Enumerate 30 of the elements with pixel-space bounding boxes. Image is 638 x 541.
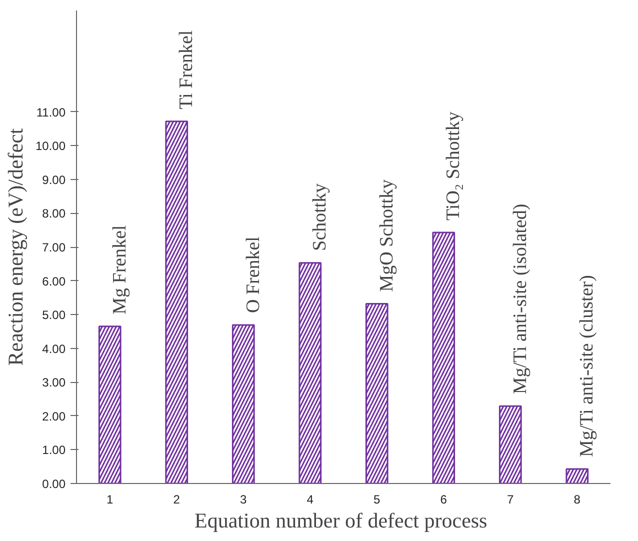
annotation: O Frenkel bbox=[242, 236, 264, 314]
annotation: Ti Frenkel bbox=[176, 30, 198, 110]
annotation: MgO Schottky bbox=[376, 178, 398, 292]
annotation: Schottky bbox=[310, 182, 331, 251]
y-tick-label: 7.00 bbox=[42, 240, 66, 254]
x-tick-label: 2 bbox=[173, 492, 180, 506]
y-tick-label: 4.00 bbox=[42, 342, 66, 356]
y-tick-label: 5.00 bbox=[42, 308, 66, 322]
x-tick-label: 8 bbox=[574, 492, 581, 506]
annotation: TiO₂ Schottky bbox=[443, 111, 464, 220]
y-tick-label: 1.00 bbox=[42, 443, 66, 458]
x-tick-label: 5 bbox=[374, 492, 381, 506]
y-tick-label: 10.00 bbox=[35, 139, 66, 154]
x-tick-label: 1 bbox=[106, 492, 114, 506]
annotation: Mg Frenkel bbox=[109, 225, 130, 314]
x-axis-title: Equation number of defect process bbox=[194, 508, 488, 532]
annotation: Mg/Ti anti-site (cluster) bbox=[576, 275, 598, 457]
x-tick-label: 6 bbox=[440, 492, 448, 506]
y-tick-label: 3.00 bbox=[42, 376, 66, 390]
y-tick-label: 0.00 bbox=[42, 477, 66, 491]
y-axis-title: Reaction energy (eV)/defect bbox=[3, 128, 28, 366]
y-tick-label: 2.00 bbox=[42, 409, 66, 424]
y-tick-label: 6.00 bbox=[42, 274, 66, 288]
y-tick-label: 8.00 bbox=[42, 206, 66, 221]
x-tick-label: 3 bbox=[240, 492, 248, 506]
annotation: Mg/Ti anti-site (isolated) bbox=[510, 204, 531, 394]
x-tick-label: 7 bbox=[507, 492, 514, 506]
y-tick-label: 11.00 bbox=[36, 105, 66, 120]
y-tick-label: 9.00 bbox=[42, 172, 66, 187]
x-tick-label: 4 bbox=[306, 492, 314, 506]
